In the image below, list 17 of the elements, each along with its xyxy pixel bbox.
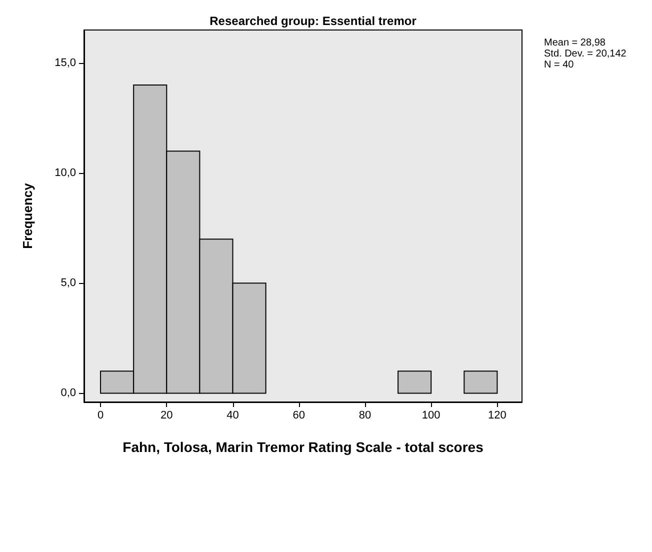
x-tick-label: 100 <box>422 410 440 422</box>
text: Std. Dev. = 20,142 <box>544 48 627 60</box>
x-tick-label: 40 <box>226 410 239 422</box>
y-tick-label: 10,0 <box>54 167 76 180</box>
chart-title: Researched group: Essential tremor <box>210 14 417 28</box>
x-axis-title: Fahn, Tolosa, Marin Tremor Rating Scale - total scores <box>122 439 484 455</box>
text: N = 40 <box>544 60 574 70</box>
x-tick-label: 120 <box>488 410 506 422</box>
x-tick-label: 20 <box>160 410 173 422</box>
x-tick-label: 80 <box>358 410 372 422</box>
text: Mean = 28,98 <box>544 38 606 48</box>
x-tick-label: 0 <box>97 410 104 422</box>
x-tick-label: 60 <box>292 410 305 422</box>
y-tick-label: 0,0 <box>60 387 76 400</box>
y-tick-label: 15,0 <box>54 57 76 70</box>
y-tick-label: 5,0 <box>60 277 76 290</box>
y-axis-title: Frequency <box>20 182 35 249</box>
